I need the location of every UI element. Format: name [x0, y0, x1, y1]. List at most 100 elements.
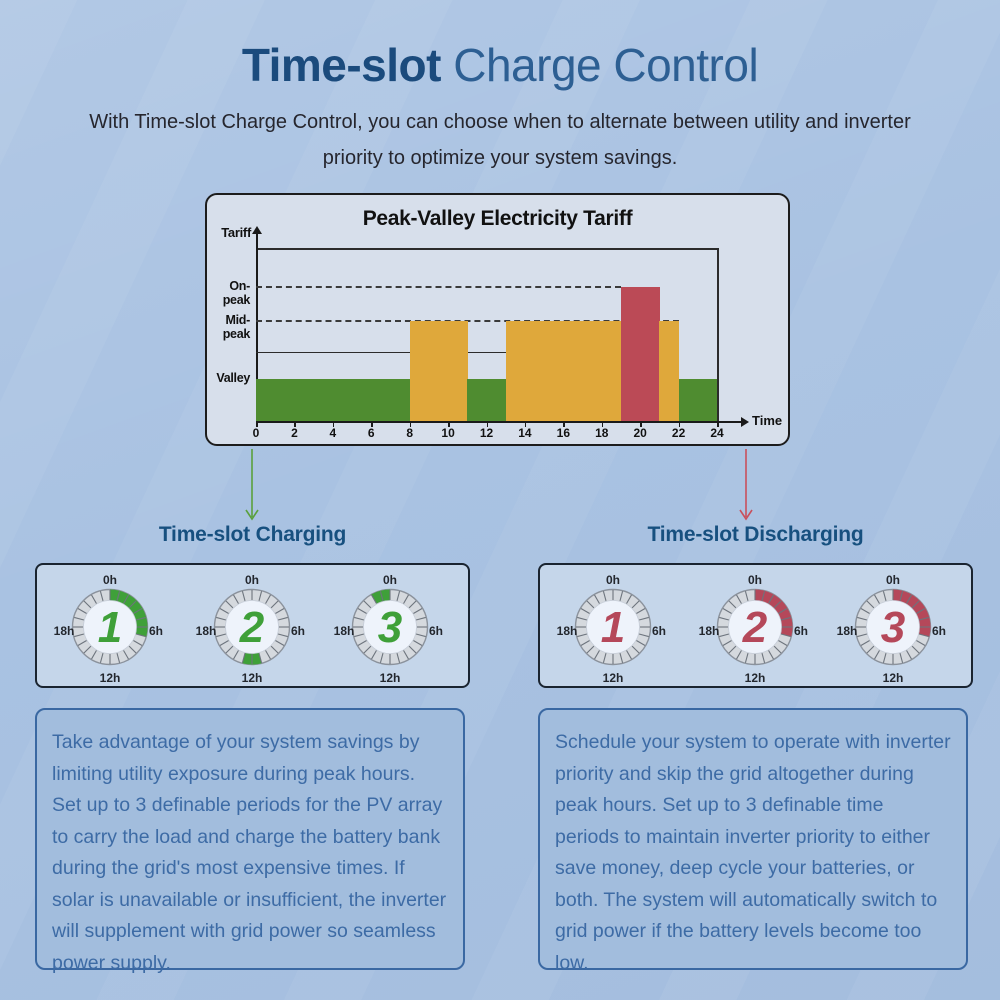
- dial-tick: [916, 608, 926, 614]
- x-tick-label: 20: [633, 426, 647, 440]
- dial-tick: [906, 594, 912, 604]
- dial-tick: [91, 650, 97, 660]
- tariff-bar-valley: [467, 379, 507, 421]
- dial-tick: [602, 591, 607, 602]
- x-tick: [448, 423, 450, 427]
- x-tick: [371, 423, 373, 427]
- dial-tick: [631, 600, 640, 609]
- dial-tick: [594, 594, 600, 604]
- dial-tick: [882, 591, 887, 602]
- chart-title: Peak-Valley Electricity Tariff: [362, 207, 633, 230]
- dial-tick: [123, 650, 129, 660]
- dial-tick: [258, 591, 263, 602]
- dial-tick: [354, 616, 365, 621]
- page-title-bold: Time-slot: [241, 39, 442, 91]
- dial-tick: [396, 591, 401, 602]
- dial-tick: [780, 633, 791, 638]
- discharging-period-dial-1: 1 0h 6h 12h 18h: [553, 567, 673, 687]
- dial-tick: [778, 608, 788, 614]
- dial-tick: [415, 633, 426, 638]
- dial-tick: [722, 608, 732, 614]
- dial-tick: [99, 591, 104, 602]
- dial-tick: [123, 594, 129, 604]
- x-tick-label: 14: [518, 426, 532, 440]
- dial-tick: [91, 594, 97, 604]
- tariff-bar-valley: [256, 379, 411, 421]
- dial-label-18h: 18h: [699, 624, 720, 638]
- dial-tick: [619, 591, 624, 602]
- dial-tick: [736, 650, 742, 660]
- dial-tick: [857, 633, 868, 638]
- dial-active-arc: [371, 589, 390, 605]
- x-tick-label: 2: [291, 426, 298, 440]
- dial-tick: [916, 640, 926, 646]
- dial-tick: [866, 600, 875, 609]
- dial-tick: [874, 650, 880, 660]
- x-tick: [640, 423, 642, 427]
- x-tick: [678, 423, 681, 427]
- dial-face: [363, 600, 417, 654]
- dial-tick: [77, 640, 87, 646]
- dial-tick: [768, 594, 774, 604]
- dial-label-0h: 0h: [103, 573, 117, 587]
- dial-tick: [586, 645, 595, 654]
- dial-tick: [265, 650, 271, 660]
- x-tick: [717, 423, 719, 427]
- x-tick: [524, 423, 527, 427]
- dial-label-18h: 18h: [334, 624, 355, 638]
- x-tick-label: 4: [329, 426, 337, 440]
- dial-label-0h: 0h: [383, 573, 397, 587]
- dial-tick: [275, 608, 285, 614]
- dial-tick: [357, 608, 367, 614]
- dial-tick: [408, 600, 417, 609]
- dial-label-6h: 6h: [429, 624, 443, 638]
- dial-face: [728, 600, 782, 654]
- x-tick: [409, 423, 412, 427]
- x-tick: [486, 423, 488, 427]
- discharging-period-dial-2: 2 0h 6h 12h 18h: [695, 567, 815, 687]
- dial-tick: [241, 591, 246, 602]
- dial-tick: [233, 650, 239, 660]
- dial-tick: [133, 640, 143, 646]
- dial-label-18h: 18h: [557, 624, 578, 638]
- dial-tick: [277, 633, 288, 638]
- dial-tick: [619, 652, 624, 663]
- dial-label-6h: 6h: [794, 624, 808, 638]
- dial-active-arc: [893, 589, 931, 637]
- dial-tick: [636, 608, 646, 614]
- tariff-bar-mid-peak: [409, 321, 468, 421]
- tariff-chart-panel: Peak-Valley Electricity Tariff Tariff Ti…: [205, 193, 790, 446]
- dial-label-0h: 0h: [748, 573, 762, 587]
- charging-period-dial-3: 3 0h 6h 12h 18h: [330, 567, 450, 687]
- dial-tick: [258, 652, 263, 663]
- dial-label-12h: 12h: [883, 671, 904, 685]
- dial-tick: [135, 633, 146, 638]
- discharging-description: Schedule your system to operate with inv…: [538, 708, 968, 974]
- x-axis-arrowhead-icon: [741, 417, 749, 427]
- dial-tick: [216, 616, 227, 621]
- x-tick-label: 12: [479, 426, 494, 440]
- x-tick: [294, 423, 296, 427]
- dial-tick: [413, 640, 423, 646]
- dial-tick: [225, 645, 234, 654]
- dial-tick: [874, 594, 880, 604]
- dial-tick: [371, 594, 377, 604]
- dial-tick: [403, 650, 409, 660]
- tariff-bar-valley: [678, 379, 718, 421]
- x-tick-label: 24: [710, 426, 724, 440]
- dial-tick: [768, 650, 774, 660]
- y-level-label-valley: Valley: [216, 371, 250, 385]
- dial-tick: [275, 640, 285, 646]
- y-level-label-on-peak: On-peak: [222, 279, 251, 307]
- discharging-flow-arrow-icon: [739, 449, 753, 521]
- dial-tick: [761, 591, 766, 602]
- dial-tick: [744, 591, 749, 602]
- guide-line-on-peak: [256, 286, 621, 288]
- dial-tick: [736, 594, 742, 604]
- dial-tick: [899, 652, 904, 663]
- dial-tick: [371, 650, 377, 660]
- plot-frame-top: [256, 248, 717, 250]
- dial-tick: [357, 640, 367, 646]
- dial-tick: [780, 616, 791, 621]
